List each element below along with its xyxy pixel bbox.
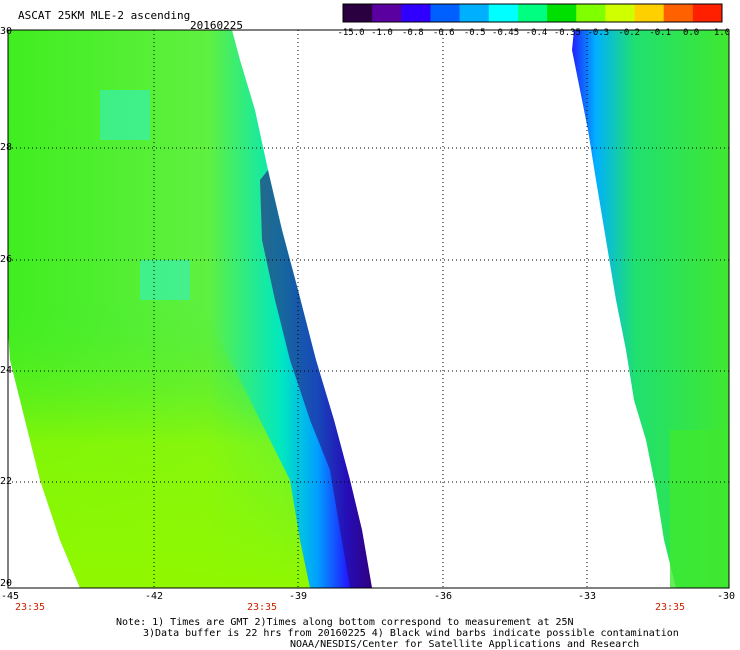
colorbar-swatch bbox=[663, 4, 694, 22]
lon-label: -42 bbox=[144, 591, 164, 602]
colorbar-label: -0.5 bbox=[463, 28, 486, 38]
colorbar-label: -0.8 bbox=[401, 28, 424, 38]
right-swath-green bbox=[670, 430, 729, 588]
lat-lon-grid bbox=[8, 30, 729, 588]
lon-label: -45 bbox=[0, 591, 20, 602]
colorbar-label: -1.0 bbox=[371, 28, 393, 38]
colorbar-label: -0.3 bbox=[587, 28, 610, 38]
time-label: 23:35 bbox=[14, 602, 46, 613]
colorbar-label: -0.2 bbox=[618, 28, 641, 38]
colorbar-swatch bbox=[372, 4, 402, 22]
colorbar-swatch bbox=[430, 4, 461, 22]
colorbar-swatch bbox=[343, 4, 373, 22]
lon-label: -36 bbox=[433, 591, 453, 602]
note-line-2: 3)Data buffer is 22 hrs from 20160225 4)… bbox=[143, 628, 679, 639]
colorbar-swatch bbox=[576, 4, 606, 22]
lat-label: 30 bbox=[0, 26, 13, 37]
cyan-patch bbox=[140, 260, 190, 300]
colorbar-swatch bbox=[634, 4, 665, 22]
map-date: 20160225 bbox=[190, 19, 243, 32]
colorbar-label: -0.35 bbox=[553, 28, 581, 38]
colorbar-label: -0.45 bbox=[492, 28, 520, 38]
note-line-1: Note: 1) Times are GMT 2)Times along bot… bbox=[116, 617, 574, 628]
colorbar-label: 0.0 bbox=[682, 28, 700, 38]
map-title: ASCAT 25KM MLE-2 ascending bbox=[18, 9, 191, 22]
colorbar-label: 1.0 bbox=[713, 28, 731, 38]
colorbar-swatch bbox=[488, 4, 519, 22]
lon-label: -33 bbox=[577, 591, 597, 602]
colorbar-swatch bbox=[605, 4, 636, 22]
colorbar bbox=[342, 3, 723, 23]
lat-label: 26 bbox=[0, 254, 13, 265]
note-line-3: NOAA/NESDIS/Center for Satellite Applica… bbox=[290, 639, 640, 650]
lat-label: 24 bbox=[0, 365, 13, 376]
colorbar-frame bbox=[342, 3, 723, 23]
colorbar-label: -0.4 bbox=[525, 28, 548, 38]
colorbar-label: -0.6 bbox=[432, 28, 455, 38]
colorbar-swatch bbox=[517, 4, 548, 22]
lon-label: -39 bbox=[288, 591, 308, 602]
colorbar-swatch bbox=[459, 4, 490, 22]
lat-label: 28 bbox=[0, 142, 13, 153]
lon-label: -30 bbox=[716, 591, 736, 602]
left-swath-edge bbox=[260, 170, 372, 588]
colorbar-swatch bbox=[692, 4, 723, 22]
time-label: 23:35 bbox=[246, 602, 278, 613]
time-label: 23:35 bbox=[654, 602, 686, 613]
colorbar-swatch bbox=[547, 4, 577, 22]
colorbar-label: -0.1 bbox=[649, 28, 671, 38]
cyan-patch bbox=[100, 90, 150, 140]
colorbar-swatch bbox=[401, 4, 431, 22]
left-swath-lower-green bbox=[8, 300, 310, 588]
lat-label: 22 bbox=[0, 476, 13, 487]
colorbar-label: -15.0 bbox=[337, 28, 365, 38]
lat-label: 20 bbox=[0, 578, 13, 589]
map-frame bbox=[7, 29, 730, 589]
